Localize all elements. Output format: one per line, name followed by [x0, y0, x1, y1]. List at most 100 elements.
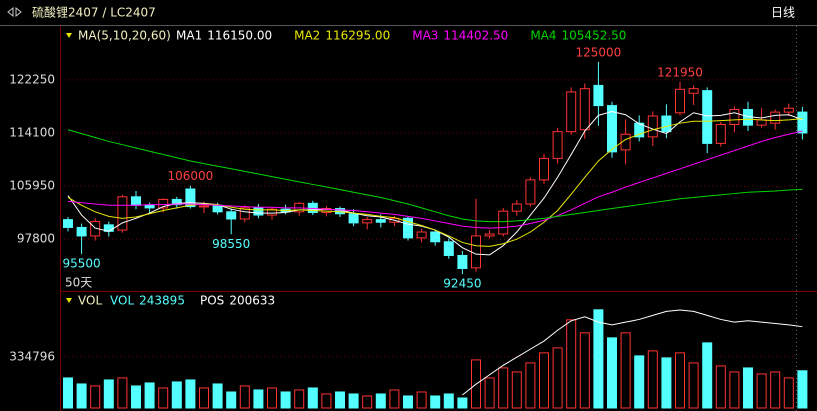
legend-name: POS	[200, 294, 224, 308]
volume-bar	[511, 371, 522, 409]
y-tick-label: 114100	[9, 125, 55, 139]
candle-body	[430, 231, 441, 243]
candle-body	[267, 208, 277, 216]
candle-body	[144, 204, 155, 209]
candle-body	[362, 219, 373, 224]
candle-body	[715, 123, 726, 144]
candle-body	[185, 188, 196, 208]
volume-bar	[307, 387, 318, 409]
candle-body	[620, 133, 631, 151]
volume-bar	[661, 357, 672, 409]
volume-bar	[375, 393, 386, 409]
candle-body	[171, 198, 182, 206]
extreme-label: 95500	[63, 257, 101, 271]
volume-bar	[294, 389, 305, 409]
header-title: 硫酸锂2407 / LC2407	[32, 5, 156, 20]
candle-body	[131, 196, 141, 206]
candle-body	[797, 111, 808, 134]
extreme-label: 106000	[167, 169, 213, 183]
legend-name: MA3	[412, 29, 438, 43]
ma-line	[67, 130, 803, 229]
volume-bar	[443, 393, 454, 409]
extreme-label: 92450	[443, 277, 481, 291]
volume-bar	[212, 383, 223, 409]
candle-body	[511, 203, 522, 212]
volume-bar	[579, 332, 590, 409]
volume-bar	[389, 389, 400, 409]
candle-body	[647, 115, 658, 138]
candle-body	[348, 213, 359, 224]
candle-body	[375, 219, 386, 223]
volume-bar	[226, 391, 237, 409]
candle-body	[675, 88, 685, 114]
volume-bar	[185, 379, 196, 409]
y-tick-label: 105950	[9, 179, 55, 193]
candle-body	[443, 241, 454, 256]
extreme-label: 121950	[657, 65, 703, 79]
candle-body	[226, 211, 237, 220]
volume-bar	[239, 385, 250, 409]
candle-body	[498, 210, 509, 235]
volume-bar	[117, 377, 128, 409]
volume-bar	[675, 352, 685, 409]
volume-bar	[484, 377, 495, 409]
volume-bar	[416, 391, 427, 409]
candle-body	[783, 107, 794, 113]
candle-body	[212, 204, 223, 213]
pos-line	[462, 309, 803, 396]
volume-bar	[457, 397, 468, 409]
period[interactable]: 日线	[771, 6, 795, 20]
extreme-label: 98550	[212, 237, 250, 251]
legend-name: VOL	[110, 294, 134, 308]
legend-arrow	[66, 298, 72, 303]
volume-bar	[620, 332, 631, 409]
volume-bar	[702, 342, 713, 409]
legend-name: MA1	[176, 29, 202, 43]
y-tick-label: 97800	[17, 232, 55, 246]
volume-bar	[552, 347, 563, 409]
candle-body	[634, 122, 645, 138]
legend-value: 116150.00	[207, 29, 272, 43]
legend-value: 116295.00	[325, 29, 390, 43]
candle-body	[688, 88, 699, 94]
volume-bar	[335, 391, 345, 409]
candle-body	[539, 157, 549, 181]
candle-body	[471, 235, 481, 269]
legend-title: VOL	[78, 294, 102, 308]
volume-bar	[158, 387, 169, 409]
switch-icon[interactable]	[7, 6, 22, 18]
volume-bar	[131, 385, 141, 409]
candle-body	[579, 88, 590, 131]
volume-bar	[756, 373, 767, 409]
legend-name: MA2	[294, 29, 320, 43]
volume-bar	[715, 365, 726, 409]
candle-body	[416, 231, 427, 239]
candle-body	[593, 84, 604, 107]
candle-body	[158, 198, 169, 209]
candle-body	[199, 205, 209, 208]
volume-bar	[348, 393, 359, 409]
legend-value: 200633	[229, 294, 275, 308]
candle-body	[457, 254, 468, 269]
y-tick-label: 122250	[9, 72, 55, 86]
legend-arrow	[66, 33, 72, 38]
extreme-label: 125000	[575, 45, 621, 59]
ma-line	[67, 118, 803, 247]
candle-body	[729, 109, 740, 125]
volume-bar	[321, 393, 332, 409]
volume-bar	[253, 389, 264, 409]
volume-bar	[566, 319, 577, 409]
volume-bar	[539, 352, 549, 409]
candle-body	[253, 207, 264, 216]
volume-bar	[729, 371, 740, 409]
candle-body	[702, 90, 713, 144]
volume-bar	[525, 362, 536, 409]
period-label: 50天	[65, 276, 92, 290]
candle-body	[403, 217, 413, 239]
volume-bar	[430, 395, 441, 409]
legend-title: MA(5,10,20,60)	[78, 29, 171, 43]
volume-bar	[63, 377, 73, 409]
volume-bar	[103, 379, 114, 409]
legend-value: 243895	[139, 294, 185, 308]
